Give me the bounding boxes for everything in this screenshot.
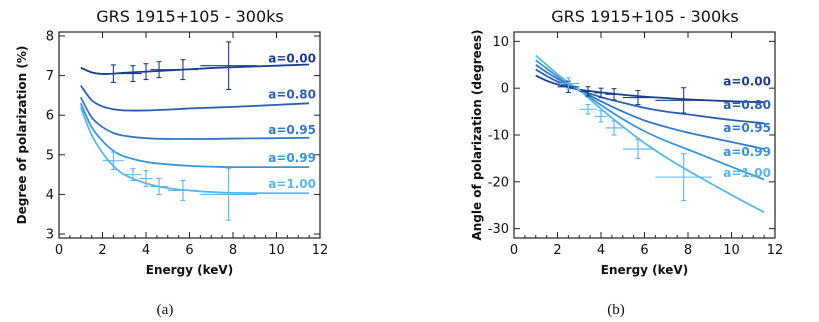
x-axis-label: Energy (keV) (146, 263, 233, 277)
chart-panel-b: GRS 1915+105 - 300ks 0 2 4 6 8 10 12 -30 -20 -10 0 1… (470, 7, 783, 318)
chart-panel-a: GRS 1915+105 - 300ks 0 2 4 6 8 10 12 3 4 5 6 7 8 Energ… (15, 7, 328, 318)
panel-caption: (b) (607, 302, 625, 318)
series-label: a=0.80 (268, 87, 316, 101)
chart-title: GRS 1915+105 - 300ks (551, 7, 739, 26)
y-axis-label: Angle of polarization (degrees) (470, 29, 484, 240)
x-tick-label: 0 (510, 243, 518, 258)
series-line-a-0_95 (79, 96, 310, 140)
series-label: a=1.00 (268, 177, 316, 191)
x-tick-label: 12 (767, 243, 784, 258)
series-line-a-1_00 (535, 54, 765, 214)
series-label: a=0.80 (723, 98, 771, 112)
series-label: a=1.00 (723, 166, 771, 180)
y-tick-label: 4 (46, 188, 54, 203)
series-label: a=0.95 (268, 123, 316, 137)
y-tick-label: 8 (46, 29, 54, 44)
series-label: a=0.95 (723, 121, 771, 135)
series-line-a-0_95 (535, 64, 765, 150)
x-tick-label: 6 (185, 243, 193, 258)
panel-caption: (a) (157, 302, 174, 318)
x-tick-label: 10 (723, 243, 740, 258)
y-tick-label: 0 (501, 82, 509, 97)
x-tick-label: 8 (684, 243, 692, 258)
x-tick-label: 8 (229, 243, 237, 258)
y-tick-label: -30 (488, 222, 509, 237)
series-label: a=0.99 (723, 145, 771, 159)
x-tick-label: 10 (268, 243, 285, 258)
series-line-a-0_99 (79, 102, 310, 169)
y-tick-label: -10 (488, 129, 509, 144)
series-label: a=0.00 (268, 52, 316, 66)
plot-frame (513, 31, 776, 239)
y-tick-label: -20 (488, 175, 509, 190)
y-tick-label: 7 (46, 69, 54, 84)
y-tick-label: 10 (492, 35, 509, 50)
series-line-a-0_00 (535, 74, 765, 104)
x-tick-label: 2 (553, 243, 561, 258)
x-tick-label: 2 (98, 243, 106, 258)
series-line-a-0_80 (80, 84, 310, 112)
x-tick-label: 4 (597, 243, 605, 258)
y-tick-label: 5 (46, 148, 54, 163)
y-tick-label: 3 (46, 228, 54, 243)
series-line-a-0_00 (80, 63, 310, 75)
y-axis-label: Degree of polarization (%) (15, 46, 29, 225)
y-tick-label: 6 (46, 109, 54, 124)
x-tick-label: 0 (55, 243, 63, 258)
chart-title: GRS 1915+105 - 300ks (96, 7, 284, 26)
x-tick-label: 6 (640, 243, 648, 258)
series-label: a=0.99 (268, 151, 316, 165)
x-axis-label: Energy (keV) (601, 263, 688, 277)
series-label: a=0.00 (723, 75, 771, 89)
x-tick-label: 12 (312, 243, 329, 258)
x-tick-label: 4 (142, 243, 150, 258)
series-line-a-0_99 (535, 59, 765, 181)
